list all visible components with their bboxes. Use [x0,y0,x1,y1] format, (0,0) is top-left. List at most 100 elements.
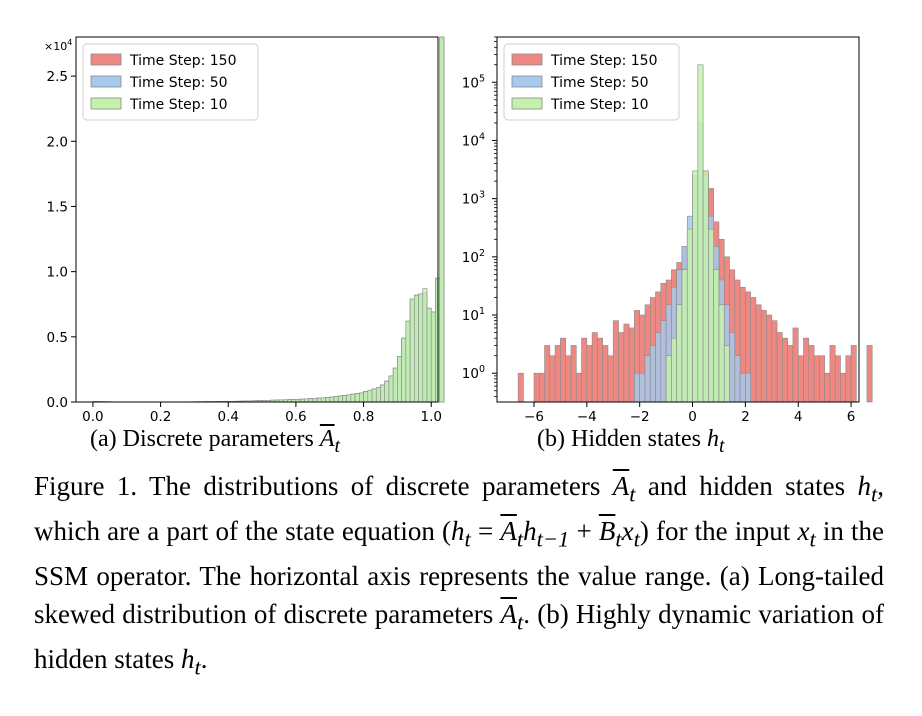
chart-a-bar-2-58 [337,395,343,403]
chart-b-xtick-label-2: −2 [630,409,650,425]
chart-b: −6 −4 −2 0 2 4 6 100 101 102 103 104 105 Time Step:… [462,36,873,425]
chart-b-ytick-label-4: 104 [462,131,485,149]
chart-b-bar-2-35 [692,170,699,403]
chart-b-bar-2-36 [697,64,704,403]
chart-b-bar-0-57 [808,345,815,403]
chart-b-bar-1-26 [644,355,651,403]
chart-a-frame [75,36,439,403]
chart-b-bar-0-52 [782,337,788,403]
chart-b-bar-0-64 [845,355,852,403]
chart-b-frame [496,36,860,403]
chart-b-ytick-label-0: 100 [462,364,485,382]
chart-b-legend-swatch-1 [511,75,543,88]
chart-b-bar-0-48 [760,310,767,403]
chart-b-bar-1-28 [655,332,662,403]
chart-a-bar-2-64 [363,391,369,403]
chart-b-bar-0-56 [803,337,810,403]
chart-a-legend-swatch-1 [90,75,122,88]
chart-a-ytick-label-0: 0.0 [47,395,68,411]
chart-b-bar-0-23 [628,327,635,403]
chart-b-bar-1-25 [639,372,646,403]
chart-b-bar-1-43 [734,355,741,403]
chart-b-bars [517,64,873,403]
chart-a-bar-2-71 [392,367,398,403]
chart-a-bar-2-76 [414,294,419,403]
chart-a-bar-2-66 [371,388,377,403]
chart-b-bar-0-10 [560,337,566,403]
chart-b-xtick-label-6: 6 [847,409,856,425]
chart-b-bar-0-50 [771,320,778,403]
chart-b-bar-0-18 [602,345,609,403]
subtitle-b: (b) Hidden states ht [537,426,725,457]
chart-a-bar-2-62 [354,393,360,403]
chart-a-legend-box [82,43,259,121]
chart-b-bar-0-62 [834,355,841,403]
chart-a-ytick-label-2: 1.0 [47,265,68,281]
chart-b-y-ticks: 100 101 102 103 104 105 [462,36,497,397]
chart-b-legend-swatch-2 [511,97,543,110]
chart-a-bar-2-75 [409,298,415,403]
chart-b-x-ticks: −6 −4 −2 0 2 4 6 [524,402,855,425]
chart-b-bar-0-11 [565,355,572,403]
chart-b-bar-0-61 [829,345,836,403]
chart-b-legend-swatch-0 [511,53,543,66]
chart-b-bar-0-20 [612,320,619,403]
chart-a-bar-2-63 [359,392,364,403]
chart-b-bar-0-49 [766,314,773,403]
chart-a-legend: Time Step: 150 Time Step: 50 Time Step: 10 [82,43,259,121]
chart-a-bar-2-69 [384,380,390,403]
chart-b-bar-0-51 [776,332,783,403]
chart-b-legend-box [503,43,680,121]
chart-a-bar-2-56 [329,396,335,403]
chart-b-bar-0-14 [581,337,588,403]
chart-a-legend-swatch-2 [90,97,122,110]
chart-b-bar-1-29 [660,320,667,403]
chart-a-bar-2-68 [380,384,386,403]
chart-b-xtick-label-1: −4 [577,409,597,425]
chart-b-bar-2-41 [723,345,730,403]
chart-b-ytick-label-1: 101 [462,306,485,324]
chart-b-xtick-label-5: 4 [794,409,803,425]
chart-b-bar-0-60 [824,372,831,403]
chart-b-bar-0-15 [586,345,593,403]
chart-a-bar-2-51 [308,398,314,403]
chart-a-bar-2-77 [418,293,424,403]
chart-a-bar-2-70 [388,375,394,403]
chart-b-bar-0-13 [575,372,582,403]
chart-a-bar-2-57 [333,396,339,403]
chart-b-bar-0-17 [597,337,603,403]
chart-a-bar-2-53 [316,397,322,403]
chart-b-bar-1-24 [634,372,640,403]
chart-b-bar-0-9 [554,345,561,403]
chart-b-bar-0-7 [544,345,551,403]
chart-b-bar-1-27 [649,345,656,403]
chart-a-ytick-label-5: 2.5 [47,69,68,85]
subtitle-a: (a) Discrete parameters At [90,426,341,457]
chart-a-ytick-label-3: 1.5 [47,199,68,215]
chart-b-bar-0-21 [618,332,625,403]
chart-a-x-ticks: 0.0 0.2 0.4 0.6 0.8 1.0 [82,402,442,425]
chart-a-bar-2-59 [342,395,347,403]
chart-a-bar-2-79 [426,307,432,403]
chart-b-bar-0-22 [623,323,630,403]
chart-b-bar-0-47 [755,304,762,403]
chart-b-bar-0-2 [517,372,524,403]
chart-b-legend: Time Step: 150 Time Step: 50 Time Step: 10 [503,43,680,121]
chart-b-bar-0-16 [591,332,598,403]
figure-caption: Figure 1. The distributions of discrete … [34,471,884,679]
chart-b-bar-1-44 [739,372,746,403]
chart-a-bar-2-73 [401,337,407,403]
chart-a-legend-label-2: Time Step: 10 [129,97,228,113]
chart-b-bar-2-31 [671,337,677,403]
chart-b-bar-0-59 [819,355,825,403]
chart-a-bar-2-67 [375,387,381,403]
chart-a-bar-2-72 [397,356,402,403]
chart-b-bar-0-19 [607,355,614,403]
chart-b-bar-2-32 [676,304,683,403]
chart-a-y-ticks: 0.0 0.5 1.0 1.5 2.0 2.5 [47,69,76,411]
chart-a-bar-2-61 [350,393,356,403]
chart-b-bar-0-55 [797,355,804,403]
chart-b-bar-2-38 [708,228,714,403]
chart-a-legend-label-1: Time Step: 50 [129,75,228,91]
chart-b-bar-0-53 [787,345,794,403]
